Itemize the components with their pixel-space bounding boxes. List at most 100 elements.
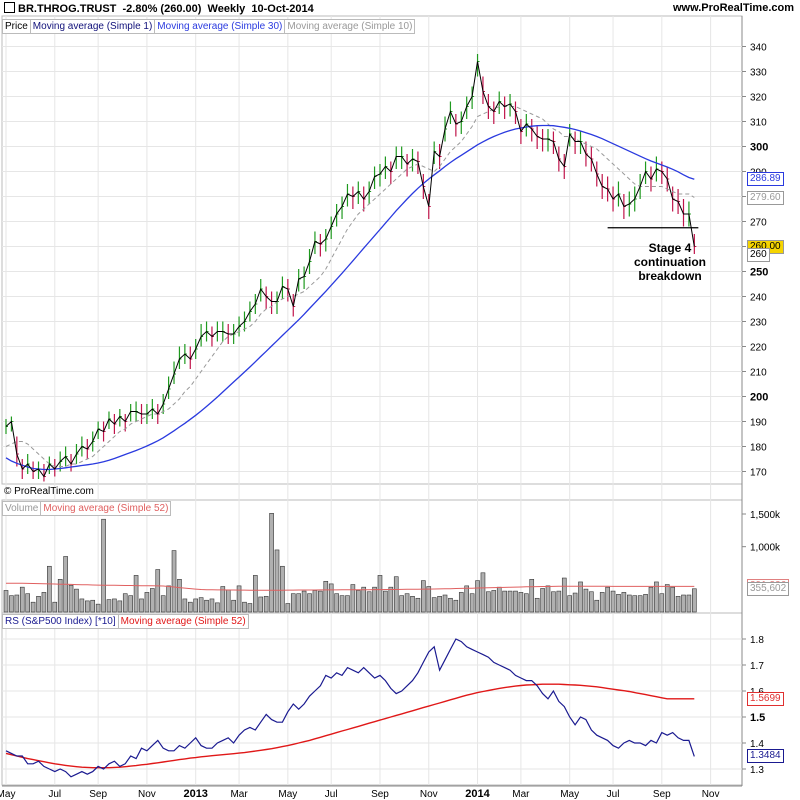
copyright-label: © ProRealTime.com xyxy=(4,486,94,497)
volume-tick-label: 1,500k xyxy=(750,510,781,521)
volume-bar xyxy=(112,598,117,613)
volume-bar xyxy=(345,595,350,613)
price-tick-label: 300 xyxy=(750,142,768,154)
legend-ma30[interactable]: Moving average (Simple 30) xyxy=(154,19,286,34)
price-tick-label: 340 xyxy=(750,43,767,54)
period-label: Weekly xyxy=(207,3,246,15)
volume-bar xyxy=(518,592,524,613)
x-tick-label: Nov xyxy=(420,789,438,800)
volume-bar xyxy=(182,598,188,613)
volume-bar xyxy=(85,600,90,613)
volume-bar xyxy=(242,601,247,613)
volume-bar xyxy=(95,603,101,613)
x-tick-label: Jul xyxy=(607,789,620,800)
volume-bar xyxy=(442,594,448,613)
volume-bar xyxy=(128,595,133,613)
volume-bar xyxy=(339,595,345,613)
close-line xyxy=(5,61,695,478)
volume-bar xyxy=(437,596,442,613)
volume-bar xyxy=(643,594,648,613)
x-tick-label: May xyxy=(278,789,297,800)
volume-bar xyxy=(122,593,128,613)
volume-bar xyxy=(513,590,518,613)
price-tick-label: 190 xyxy=(750,418,767,429)
legend-ma10[interactable]: Moving average (Simple 10) xyxy=(284,19,416,34)
legend-rs-ma[interactable]: Moving average (Simple 52) xyxy=(117,614,249,629)
volume-bar xyxy=(361,586,367,613)
volume-bar xyxy=(616,594,621,613)
volume-bar xyxy=(204,599,209,613)
x-tick-label: Sep xyxy=(371,789,389,800)
volume-bar xyxy=(534,597,540,613)
volume-bar xyxy=(583,588,589,613)
price-tick-label: 240 xyxy=(750,293,767,304)
volume-bar xyxy=(187,601,193,613)
volume-bar xyxy=(296,593,301,613)
volume-bar xyxy=(318,590,323,613)
volume-bar xyxy=(225,589,231,613)
volume-bar xyxy=(258,596,264,613)
legend-volume[interactable]: Volume xyxy=(2,501,42,516)
volume-bar xyxy=(664,584,670,613)
volume-bar xyxy=(280,565,285,613)
volume-bar xyxy=(74,588,79,613)
price-tick-label: 170 xyxy=(750,468,767,479)
x-tick-label: Nov xyxy=(702,789,720,800)
change-value: -2.80% (260.00) xyxy=(122,3,202,15)
site-link[interactable]: www.ProRealTime.com xyxy=(672,2,794,14)
date-label: 10-Oct-2014 xyxy=(251,3,314,15)
volume-bar xyxy=(681,594,686,613)
symbol-name: BR.THROG.TRUST xyxy=(18,3,117,15)
price-tick-label: 200 xyxy=(750,392,768,404)
chart-icon[interactable] xyxy=(4,2,15,13)
rs-tick-label: 1.5 xyxy=(750,712,765,724)
price-bars xyxy=(5,54,697,482)
volume-bar xyxy=(496,586,502,613)
volume-bar xyxy=(177,579,182,613)
x-tick-label: Mar xyxy=(230,789,248,800)
legend-price[interactable]: Price xyxy=(2,19,31,34)
price-legend: Price Moving average (Simple 1) Moving ave… xyxy=(2,19,416,34)
volume-bar xyxy=(654,581,659,613)
legend-volume-ma[interactable]: Moving average (Simple 52) xyxy=(40,501,172,516)
x-tick-label: Jul xyxy=(325,789,338,800)
volume-bar xyxy=(350,584,356,613)
legend-rs[interactable]: RS (S&P500 Index) [*10] xyxy=(2,614,119,629)
volume-bar xyxy=(637,595,643,613)
volume-bar xyxy=(599,592,605,613)
volume-bar xyxy=(290,593,296,613)
volume-bar xyxy=(57,579,63,613)
price-tick-label: 250 xyxy=(750,267,768,279)
x-tick-label: Mar xyxy=(512,789,530,800)
volume-bar xyxy=(556,590,562,613)
volume-bar xyxy=(372,586,377,613)
volume-bar xyxy=(25,593,30,613)
volume-bar xyxy=(150,588,155,613)
volume-bar xyxy=(621,592,627,613)
volume-bar xyxy=(47,565,52,613)
volume-bar xyxy=(139,598,144,613)
price-tick-label: 330 xyxy=(750,68,767,79)
x-tick-label: May xyxy=(560,789,579,800)
volume-bar xyxy=(469,593,475,613)
volume-bar xyxy=(312,590,318,613)
volume-bar xyxy=(307,593,312,613)
rs-tick-label: 1.4 xyxy=(750,739,764,750)
volume-bar xyxy=(675,596,681,613)
volume-bar xyxy=(561,577,567,613)
legend-ma1[interactable]: Moving average (Simple 1) xyxy=(29,19,156,34)
x-tick-label: Sep xyxy=(653,789,671,800)
volume-bar xyxy=(686,594,692,613)
x-tick-label: Sep xyxy=(89,789,107,800)
volume-bar xyxy=(594,599,600,613)
volume-bar xyxy=(648,586,654,613)
volume-bar xyxy=(301,590,307,613)
volume-bar xyxy=(404,593,410,613)
x-tick-label: May xyxy=(0,789,15,800)
volume-bar xyxy=(502,590,507,613)
volume-bar xyxy=(166,585,171,613)
volume-bar xyxy=(215,602,220,613)
price-value-tag: 286.89 xyxy=(747,172,784,187)
volume-bar xyxy=(9,595,14,613)
